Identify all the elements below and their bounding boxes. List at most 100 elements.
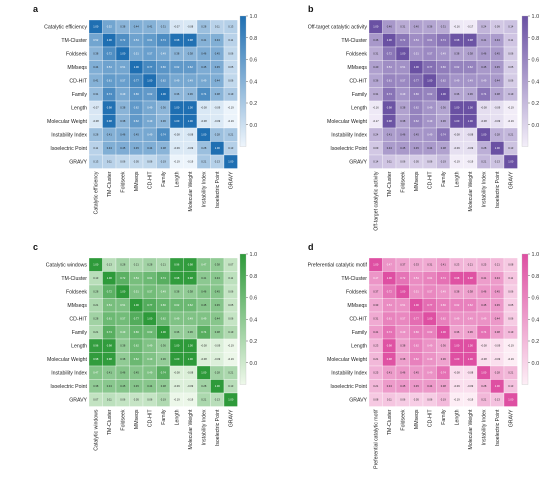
cell-value-label: 0.57 bbox=[400, 79, 406, 83]
cell-value-label: 0.66 bbox=[441, 303, 447, 307]
cell-value-label: 0.11 bbox=[107, 160, 112, 164]
cell-value-label: 0.21 bbox=[468, 263, 474, 267]
column-label: Foldseek bbox=[121, 171, 127, 192]
cell-value-label: 0.36 bbox=[188, 330, 194, 334]
cell-value-label: 0.06 bbox=[508, 290, 514, 294]
cell-value-label: 0.96 bbox=[174, 263, 180, 267]
row-label: GRAVY bbox=[349, 160, 367, 166]
cell-value-label: 0.21 bbox=[93, 303, 99, 307]
cell-value-label: -0.16 bbox=[373, 106, 379, 110]
cell-value-label: 0.06 bbox=[228, 290, 234, 294]
cell-value-label: 1.00 bbox=[107, 276, 113, 280]
cell-value-label: 0.13 bbox=[93, 276, 99, 280]
cell-value-label: 0.62 bbox=[188, 303, 194, 307]
cell-value-label: -0.16 bbox=[454, 25, 460, 29]
cell-value-label: 0.45 bbox=[134, 133, 140, 137]
colorbar-tick-label: 0.0 bbox=[250, 361, 258, 367]
row-label: Preferential catalytic motif bbox=[308, 263, 368, 269]
cell-value-label: 1.00 bbox=[215, 146, 221, 150]
column-label: Family bbox=[441, 171, 447, 187]
colorbar-tick-label: 0.8 bbox=[532, 274, 540, 280]
cell-value-label: 0.45 bbox=[495, 303, 501, 307]
panel-letter-b: b bbox=[308, 4, 314, 14]
cell-value-label: 0.98 bbox=[107, 119, 113, 123]
cell-value-label: 1.00 bbox=[373, 263, 379, 267]
cell-value-label: 0.38 bbox=[468, 290, 474, 294]
cell-value-label: 1.00 bbox=[495, 146, 501, 150]
cell-value-label: 0.13 bbox=[215, 160, 221, 164]
cell-value-label: 0.96 bbox=[93, 344, 99, 348]
cell-value-label: 0.66 bbox=[161, 303, 167, 307]
cell-value-label: 0.51 bbox=[400, 303, 406, 307]
column-label: Isoelectric Point bbox=[495, 171, 501, 208]
cell-value-label: 0.43 bbox=[215, 276, 221, 280]
cell-value-label: 0.21 bbox=[373, 384, 379, 388]
cell-value-label: 0.36 bbox=[468, 330, 474, 334]
cell-value-label: 1.00 bbox=[481, 371, 487, 375]
cell-value-label: 0.49 bbox=[147, 344, 153, 348]
row-label: Instability Index bbox=[51, 133, 87, 139]
cell-value-label: 0.41 bbox=[373, 330, 379, 334]
cell-value-label: -0.19 bbox=[187, 160, 193, 164]
heatmap-cell bbox=[223, 392, 238, 407]
cell-value-label: -0.08 bbox=[454, 133, 460, 137]
cell-value-label: 0.31 bbox=[400, 25, 406, 29]
cell-value-label: 0.38 bbox=[120, 357, 126, 361]
cell-value-label: 1.00 bbox=[441, 330, 447, 334]
column-label: MMseqs bbox=[414, 409, 420, 429]
heatmap-cell bbox=[503, 154, 518, 169]
colorbar bbox=[239, 15, 247, 147]
cell-value-label: 0.46 bbox=[201, 290, 207, 294]
cell-value-label: 0.44 bbox=[215, 317, 221, 321]
cell-value-label: 0.98 bbox=[468, 38, 474, 42]
cell-value-label: 0.47 bbox=[201, 263, 207, 267]
cell-value-label: 0.46 bbox=[120, 133, 126, 137]
row-label: Isoelectric Point bbox=[330, 384, 367, 390]
column-label: Catalytic windows bbox=[94, 409, 100, 451]
cell-value-label: 0.21 bbox=[481, 160, 487, 164]
cell-value-label: 0.74 bbox=[161, 371, 167, 375]
cell-value-label: 0.62 bbox=[454, 65, 460, 69]
cell-value-label: 0.77 bbox=[414, 317, 420, 321]
cell-value-label: 0.11 bbox=[387, 398, 392, 402]
cell-value-label: 0.38 bbox=[400, 357, 406, 361]
cell-value-label: -0.09 bbox=[454, 384, 460, 388]
cell-value-label: 0.45 bbox=[215, 290, 221, 294]
cell-value-label: 0.38 bbox=[454, 52, 460, 56]
cell-value-label: 0.43 bbox=[387, 146, 393, 150]
cell-value-label: 0.98 bbox=[107, 106, 113, 110]
cell-value-label: 0.49 bbox=[481, 79, 487, 83]
cell-value-label: 0.98 bbox=[468, 276, 474, 280]
cell-value-label: 0.98 bbox=[93, 357, 99, 361]
cell-value-label: 0.66 bbox=[134, 92, 140, 96]
cell-value-label: 0.21 bbox=[373, 357, 379, 361]
cell-value-label: 0.72 bbox=[107, 290, 113, 294]
cell-value-label: 0.09 bbox=[373, 146, 379, 150]
cell-value-label: 0.62 bbox=[147, 330, 153, 334]
cell-value-label: 0.46 bbox=[481, 290, 487, 294]
cell-value-label: 0.21 bbox=[228, 133, 234, 137]
column-label: Instability Index bbox=[482, 171, 488, 207]
cell-value-label: -0.17 bbox=[373, 119, 379, 123]
cell-value-label: 0.38 bbox=[215, 92, 221, 96]
cell-value-label: 0.33 bbox=[414, 263, 420, 267]
cell-value-label: 0.11 bbox=[228, 38, 233, 42]
cell-value-label: 0.44 bbox=[147, 146, 153, 150]
cell-value-label: 0.49 bbox=[481, 317, 487, 321]
cell-value-label: 0.72 bbox=[400, 38, 406, 42]
cell-value-label: 0.45 bbox=[134, 371, 140, 375]
row-label: TM-Cluster bbox=[341, 276, 367, 282]
cell-value-label: 0.28 bbox=[481, 146, 487, 150]
row-label: Catalytic windows bbox=[46, 263, 88, 269]
colorbar-tick-label: 0.6 bbox=[250, 58, 258, 64]
colorbar-tick-label: 0.8 bbox=[250, 36, 258, 42]
cell-value-label: 0.21 bbox=[508, 133, 514, 137]
cell-value-label: 0.21 bbox=[93, 330, 99, 334]
row-label: Family bbox=[72, 330, 88, 336]
cell-value-label: 0.40 bbox=[414, 25, 420, 29]
cell-value-label: 0.54 bbox=[387, 65, 393, 69]
cell-value-label: 0.49 bbox=[454, 317, 460, 321]
cell-value-label: 0.06 bbox=[120, 398, 126, 402]
cell-value-label: 0.38 bbox=[93, 384, 99, 388]
cell-value-label: 0.72 bbox=[120, 276, 126, 280]
